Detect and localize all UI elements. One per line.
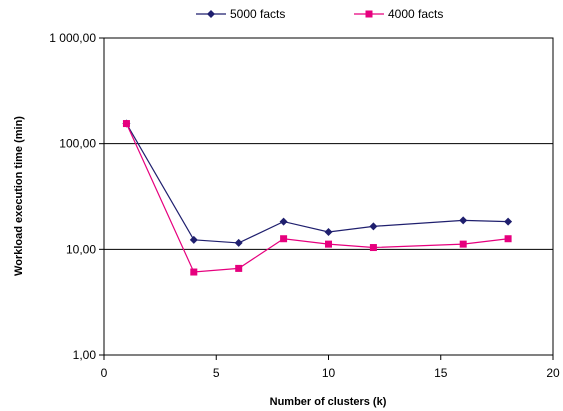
x-tick-label: 10 xyxy=(322,366,336,380)
x-axis-ticks: 0 5 10 15 20 xyxy=(101,355,560,380)
data-point xyxy=(504,235,512,243)
legend-marker xyxy=(365,10,373,18)
legend: 5000 facts 4000 facts xyxy=(196,7,443,21)
legend-label: 5000 facts xyxy=(230,7,285,21)
series-1 xyxy=(122,119,513,247)
data-point xyxy=(189,235,198,244)
data-point xyxy=(235,264,243,272)
series-2 xyxy=(122,120,512,276)
y-tick-label: 1 000,00 xyxy=(49,31,96,45)
y-tick-label: 100,00 xyxy=(59,137,96,151)
series-layer xyxy=(122,119,513,276)
x-tick-label: 15 xyxy=(434,366,448,380)
data-point xyxy=(234,238,243,247)
series-line xyxy=(125,123,509,244)
data-point xyxy=(325,240,332,248)
legend-item-2: 4000 facts xyxy=(354,7,443,21)
x-axis-label: Number of clusters (k) xyxy=(270,396,387,408)
data-point xyxy=(324,227,333,236)
y-tick-label: 1,00 xyxy=(73,348,97,362)
legend-label: 4000 facts xyxy=(388,7,443,21)
data-point xyxy=(122,120,130,128)
series-line xyxy=(125,123,509,273)
gridlines xyxy=(104,143,553,250)
x-tick-label: 0 xyxy=(101,366,108,380)
data-point xyxy=(279,217,288,226)
y-axis-label: Workload execution time (min) xyxy=(13,116,25,276)
plot-area xyxy=(103,37,554,356)
x-tick-label: 20 xyxy=(546,366,560,380)
legend-item-1: 5000 facts xyxy=(196,7,285,21)
legend-marker xyxy=(207,10,215,18)
data-point xyxy=(369,222,378,231)
x-tick-label: 5 xyxy=(213,366,220,380)
data-point xyxy=(280,235,288,243)
data-point xyxy=(459,240,467,248)
data-point xyxy=(459,216,468,225)
y-tick-label: 10,00 xyxy=(66,242,96,256)
data-point xyxy=(190,268,198,276)
y-axis-ticks: 1,00 10,00 100,00 1 000,00 xyxy=(49,31,104,362)
data-point xyxy=(369,244,377,252)
data-point xyxy=(504,217,513,226)
